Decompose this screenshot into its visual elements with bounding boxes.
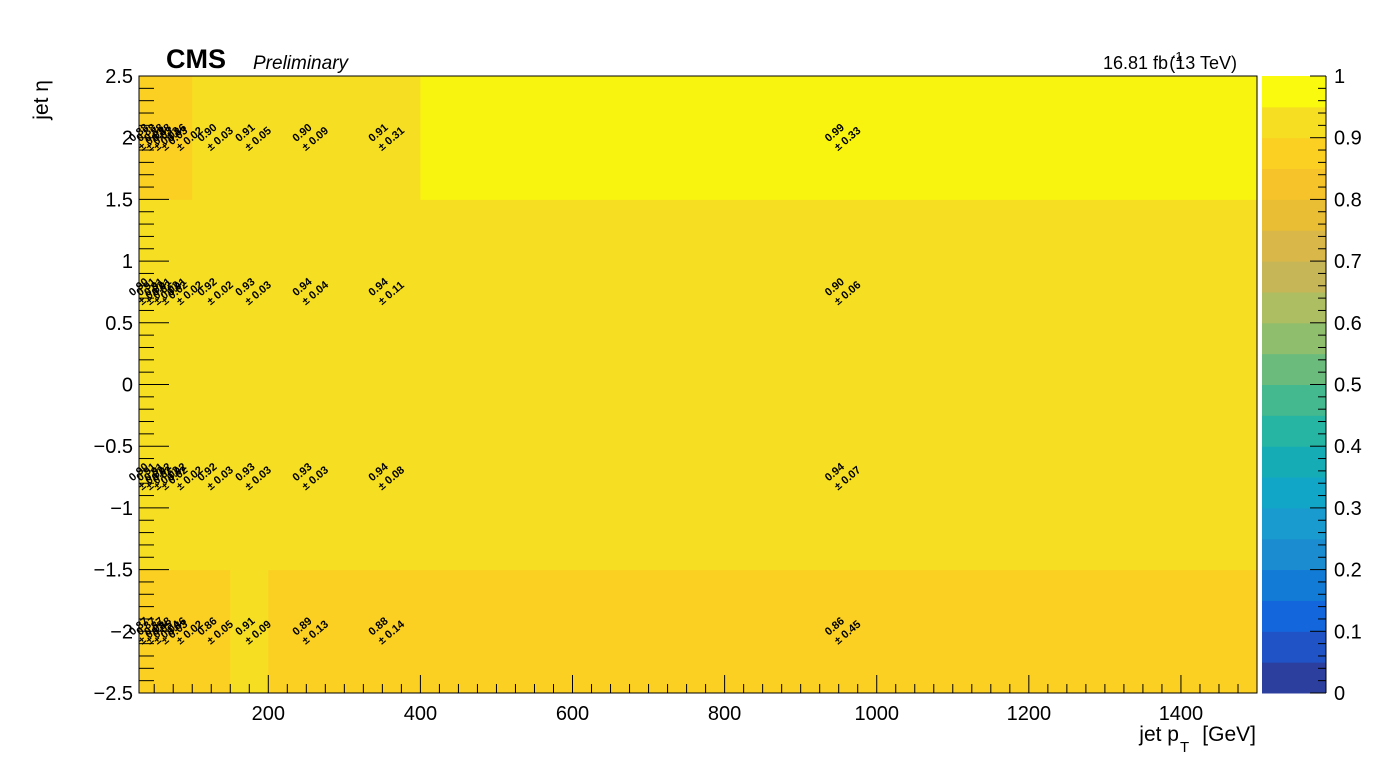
color-scale-swatch	[1262, 106, 1326, 139]
heatmap-cell	[420, 199, 1258, 385]
heatmap-cell	[420, 569, 1258, 694]
heatmap-cell	[344, 199, 421, 385]
color-scale-tick-label: 0.2	[1334, 560, 1362, 582]
color-scale-tick-label: 1	[1334, 66, 1345, 88]
heatmap-cell	[268, 199, 345, 385]
x-axis-title-subscript: T	[1180, 739, 1189, 756]
color-scale-swatch	[1262, 569, 1326, 601]
color-scale-tick-label: 0	[1334, 683, 1345, 705]
color-scale-swatch	[1262, 168, 1326, 200]
heatmap-cell	[192, 199, 231, 385]
color-scale-tick-label: 0.6	[1334, 313, 1362, 335]
color-scale-tick-label: 0.9	[1334, 128, 1362, 150]
heatmap-cell	[344, 76, 421, 200]
x-tick-label: 1400	[1159, 703, 1204, 725]
y-tick-label: −0.5	[94, 436, 133, 458]
x-tick-label: 400	[404, 703, 437, 725]
heatmap-cell	[146, 199, 155, 385]
status-label: Preliminary	[253, 53, 350, 74]
energy-label: (13 TeV)	[1169, 53, 1237, 73]
heatmap-cell	[169, 76, 193, 200]
color-scale-swatch	[1262, 415, 1326, 447]
heatmap-cell	[420, 384, 1258, 571]
heatmap-cell	[161, 199, 170, 385]
heatmap-cell	[154, 199, 163, 385]
color-scale-swatch	[1262, 477, 1326, 509]
y-tick-label: 2.5	[105, 66, 133, 88]
y-tick-label: 1	[122, 251, 133, 273]
heatmap-cell	[154, 384, 163, 571]
y-axis: −2.5 −2 −1.5 −1 −0.5 0 0.5 1 1.5 2 2.5	[94, 66, 169, 705]
color-scale-swatch	[1262, 600, 1326, 632]
color-scale-tick-label: 0.3	[1334, 498, 1362, 520]
heatmap-cell	[230, 569, 269, 694]
luminosity-label: 16.81 fb	[1103, 53, 1168, 73]
heatmap-cells	[139, 76, 1258, 694]
x-axis-title: jet p	[1138, 723, 1179, 746]
heatmap-cell	[344, 384, 421, 571]
experiment-label: CMS	[166, 44, 226, 74]
heatmap-cell	[420, 76, 1258, 200]
heatmap-cell	[146, 384, 155, 571]
color-scale-bar: 0 0.1 0.2 0.3 0.4 0.5 0.6 0.7 0.8 0.9 1	[1262, 66, 1362, 705]
heatmap-cell	[169, 199, 193, 385]
heatmap-cell	[169, 384, 193, 571]
heatmap-cell	[230, 199, 269, 385]
heatmap-cell	[230, 384, 269, 571]
y-tick-label: −1.5	[94, 560, 133, 582]
color-scale-tick-label: 0.4	[1334, 436, 1362, 458]
heatmap-cell	[344, 569, 421, 694]
color-scale-swatch	[1262, 662, 1326, 694]
heatmap-cell	[139, 384, 148, 571]
x-axis: 200 400 600 800 1000 1200 1400	[153, 675, 1258, 725]
color-scale-tick-label: 0.1	[1334, 621, 1362, 643]
x-tick-label: 1000	[854, 703, 899, 725]
y-tick-label: −2	[110, 621, 133, 643]
color-scale-tick-label: 0.5	[1334, 375, 1362, 397]
y-tick-label: −2.5	[94, 683, 133, 705]
y-tick-label: −1	[110, 498, 133, 520]
color-scale-swatch	[1262, 230, 1326, 262]
heatmap-cell	[139, 199, 148, 385]
color-scale-swatch	[1262, 291, 1326, 324]
x-tick-label: 800	[708, 703, 741, 725]
color-scale-swatch	[1262, 353, 1326, 385]
color-scale-swatch	[1262, 322, 1326, 355]
heatmap-cell	[161, 384, 170, 571]
color-scale-swatch	[1262, 199, 1326, 231]
color-scale-swatch	[1262, 446, 1326, 478]
color-scale-swatch	[1262, 384, 1326, 416]
heatmap-cell	[192, 76, 231, 200]
heatmap-cell	[169, 569, 193, 694]
x-tick-label: 600	[556, 703, 589, 725]
y-axis-title: jet η	[30, 80, 53, 121]
color-scale-swatch	[1262, 507, 1326, 540]
heatmap-cell	[192, 569, 231, 694]
y-tick-label: 1.5	[105, 189, 133, 211]
color-scale-tick-label: 0.7	[1334, 251, 1362, 273]
color-scale-swatch	[1262, 261, 1326, 293]
heatmap-cell	[268, 76, 345, 200]
heatmap-cell	[268, 384, 345, 571]
luminosity-exponent: -1	[1171, 49, 1183, 64]
y-tick-label: 0	[122, 375, 133, 397]
heatmap-cell	[192, 384, 231, 571]
heatmap-cell	[230, 76, 269, 200]
color-scale-swatch	[1262, 76, 1326, 108]
color-scale-swatch	[1262, 137, 1326, 170]
x-axis-title-unit: [GeV]	[1202, 723, 1256, 746]
color-scale-tick-label: 0.8	[1334, 189, 1362, 211]
color-scale-swatch	[1262, 538, 1326, 571]
y-tick-label: 0.5	[105, 313, 133, 335]
heatmap-cell	[268, 569, 345, 694]
color-scale-swatch	[1262, 631, 1326, 663]
x-tick-label: 1200	[1007, 703, 1052, 725]
y-tick-label: 2	[122, 128, 133, 150]
x-tick-label: 200	[252, 703, 285, 725]
